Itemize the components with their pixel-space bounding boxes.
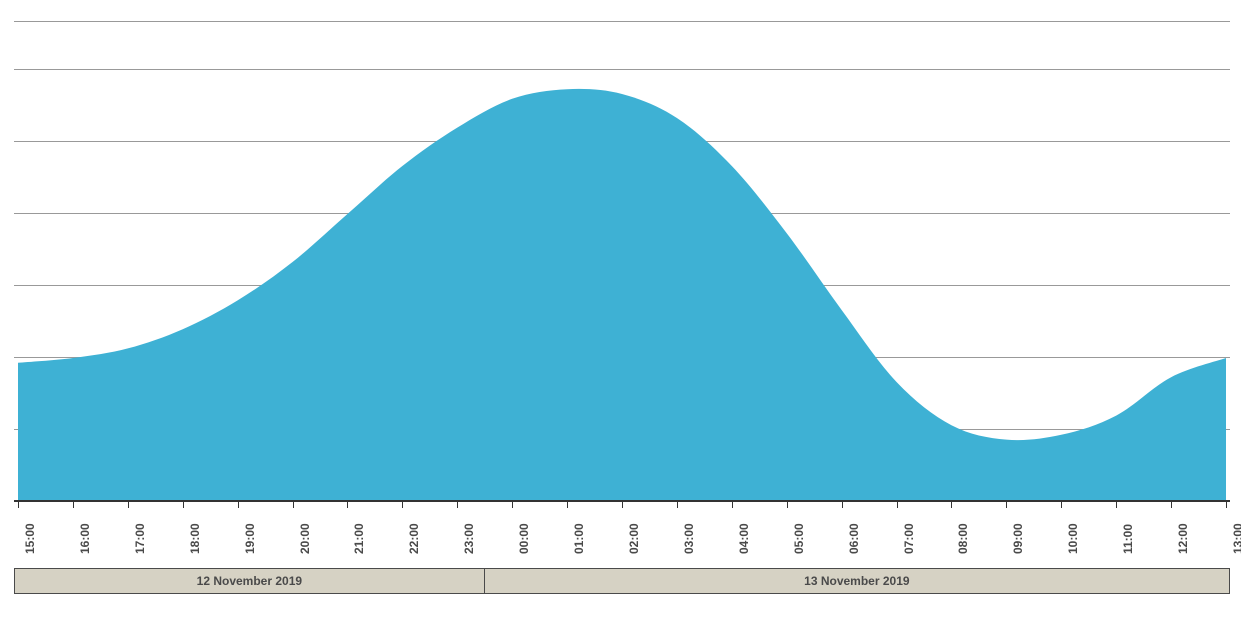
x-tick-label: 20:00 — [298, 523, 312, 554]
x-tick-label: 18:00 — [188, 523, 202, 554]
x-tick-labels: 15:00 16:00 17:00 18:00 19:00 20:00 21:00 22:00… — [14, 510, 1230, 570]
x-tick-label: 09:00 — [1011, 523, 1025, 554]
x-tick-label: 02:00 — [627, 523, 641, 554]
x-tick — [1061, 502, 1062, 508]
x-tick-label: 21:00 — [352, 523, 366, 554]
x-tick-label: 06:00 — [847, 523, 861, 554]
x-tick — [128, 502, 129, 508]
date-segment: 12 November 2019 — [14, 568, 485, 594]
x-tick — [183, 502, 184, 508]
x-tick-label: 12:00 — [1176, 523, 1190, 554]
x-tick — [1116, 502, 1117, 508]
x-tick — [1226, 502, 1227, 508]
x-tick-label: 16:00 — [78, 523, 92, 554]
x-tick — [402, 502, 403, 508]
x-tick — [842, 502, 843, 508]
x-tick-label: 01:00 — [572, 523, 586, 554]
date-range-bar: 12 November 201913 November 2019 — [14, 568, 1230, 594]
x-tick — [677, 502, 678, 508]
x-tick — [457, 502, 458, 508]
x-tick-label: 08:00 — [956, 523, 970, 554]
x-tick — [347, 502, 348, 508]
x-tick-label: 07:00 — [902, 523, 916, 554]
x-tick-label: 00:00 — [517, 523, 531, 554]
x-tick-label: 15:00 — [23, 523, 37, 554]
x-tick — [897, 502, 898, 508]
x-tick-label: 13:00 — [1231, 523, 1241, 554]
x-tick-label: 05:00 — [792, 523, 806, 554]
x-ticks — [14, 502, 1230, 510]
x-tick — [1171, 502, 1172, 508]
x-tick — [622, 502, 623, 508]
chart-container: 15:00 16:00 17:00 18:00 19:00 20:00 21:00 22:00… — [0, 0, 1241, 622]
x-tick — [951, 502, 952, 508]
x-tick-label: 17:00 — [133, 523, 147, 554]
x-tick — [1006, 502, 1007, 508]
plot-area — [14, 22, 1230, 502]
area-fill — [14, 22, 1230, 502]
x-tick-label: 23:00 — [462, 523, 476, 554]
x-tick — [238, 502, 239, 508]
x-tick — [73, 502, 74, 508]
x-tick — [293, 502, 294, 508]
x-tick-label: 11:00 — [1121, 524, 1135, 554]
x-tick-label: 19:00 — [243, 523, 257, 554]
x-tick — [732, 502, 733, 508]
x-tick — [787, 502, 788, 508]
x-tick-label: 03:00 — [682, 523, 696, 554]
date-segment: 13 November 2019 — [485, 568, 1230, 594]
x-tick-label: 22:00 — [407, 523, 421, 554]
x-tick — [567, 502, 568, 508]
x-tick — [18, 502, 19, 508]
x-tick-label: 10:00 — [1066, 523, 1080, 554]
x-tick-label: 04:00 — [737, 523, 751, 554]
x-tick — [512, 502, 513, 508]
